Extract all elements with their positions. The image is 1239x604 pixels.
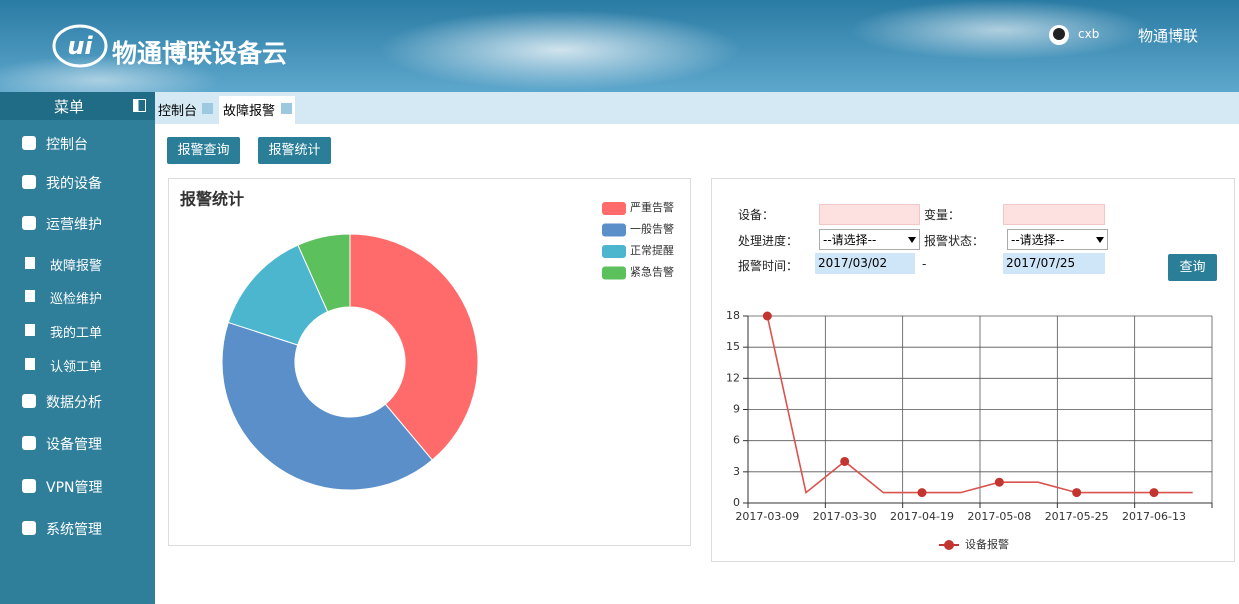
menu-item[interactable]: 我的设备 [46,173,102,193]
menu-icon [25,290,35,302]
sidebar: 菜单 控制台我的设备运营维护故障报警巡检维护我的工单认领工单数据分析设备管理 VP… [0,92,155,604]
legend-label[interactable]: 紧急告警 [630,265,674,279]
form-label: 报警时间： [738,257,798,274]
y-tick-label: 18 [726,309,740,322]
y-tick-label: 9 [733,403,740,416]
svg-text:ui: ui [67,32,93,60]
data-point [1150,488,1159,497]
data-point [918,488,927,497]
data-point [763,312,772,321]
y-tick-label: 3 [733,465,740,478]
site-title: 物通博联设备云 [112,34,287,70]
submenu-item[interactable]: 巡检维护 [50,288,102,307]
menu-item[interactable]: 运营维护 [46,214,102,234]
tab-bar: 控制台 故障报警 [155,92,1239,124]
legend-swatch[interactable] [602,224,626,237]
form-label: 处理进度： [738,232,798,249]
tab-close[interactable] [202,103,213,114]
menu-title: 菜单 [54,96,84,117]
button[interactable]: 报警统计 [258,137,331,164]
menu-icon [22,216,36,230]
menu-toggle[interactable] [133,99,146,112]
legend-label[interactable]: 严重告警 [630,200,674,214]
menu-icon [22,521,36,535]
legend-swatch[interactable] [602,267,626,280]
x-tick-label: 2017-05-25 [1045,510,1109,523]
select[interactable]: --请选择-- [1007,229,1108,250]
x-tick-label: 2017-06-13 [1122,510,1186,523]
submenu-item[interactable]: 故障报警 [50,255,102,274]
menu-icon [25,324,35,336]
y-tick-label: 15 [726,340,740,353]
form-label: 变量： [924,206,960,223]
text-input[interactable] [1003,204,1105,225]
menu-item[interactable]: 设备管理 [46,434,102,454]
menu-icon [25,358,35,370]
header: ui 物通博联设备云 cxb 物通博联 [0,0,1239,92]
form-label: 报警状态： [924,232,984,249]
tab-close[interactable] [281,103,292,114]
form-label: 设备： [738,206,774,223]
text-input[interactable] [819,204,920,225]
legend-swatch[interactable] [602,202,626,215]
line-chart: 0 3 6 9 12 15 18 2017-03-09 2017-03-30 2017-04-19… [711,290,1233,560]
menu-icon [22,175,36,189]
date-input[interactable]: 2017/03/02 [815,253,915,274]
legend-swatch[interactable] [602,245,626,258]
submenu-item[interactable]: 我的工单 [50,322,102,341]
data-point [1072,488,1081,497]
legend-label[interactable]: 正常提醒 [630,244,674,257]
submenu-item[interactable]: 认领工单 [50,356,102,375]
menu-icon [22,436,36,450]
select[interactable]: --请选择-- [819,229,920,250]
legend-label[interactable]: 一般告警 [630,222,674,236]
x-tick-label: 2017-04-19 [890,510,954,523]
menu-item[interactable]: 控制台 [46,134,88,154]
data-point [995,478,1004,487]
menu-item[interactable]: VPN管理 [46,477,103,497]
avatar[interactable] [1048,24,1070,46]
legend-label[interactable]: 设备报警 [965,537,1009,551]
select-arrow [1096,236,1104,244]
x-tick-label: 2017-03-30 [813,510,877,523]
y-tick-label: 6 [733,434,740,447]
tab[interactable]: 故障报警 [223,100,275,119]
tab[interactable]: 控制台 [158,100,197,119]
date-input[interactable]: 2017/07/25 [1003,253,1105,274]
separator: - [922,257,926,271]
y-tick-label: 12 [726,371,740,384]
menu-icon [22,394,36,408]
user-name[interactable]: cxb [1078,27,1099,41]
data-point [840,457,849,466]
logo: ui [50,22,110,70]
menu-icon [22,136,36,150]
y-tick-label: 0 [733,496,740,509]
menu-icon [22,479,36,493]
menu-item[interactable]: 系统管理 [46,519,102,539]
x-tick-label: 2017-03-09 [735,510,799,523]
chart-title: 报警统计 [180,190,244,209]
menu-item[interactable]: 数据分析 [46,392,102,412]
menu-icon [25,257,35,269]
brand: 物通博联 [1138,25,1198,46]
legend-marker[interactable] [944,540,954,550]
select-arrow [908,236,916,244]
submit-button[interactable]: 查询 [1168,254,1217,281]
x-tick-label: 2017-05-08 [967,510,1031,523]
button[interactable]: 报警查询 [167,137,240,164]
page: ui 物通博联设备云 cxb 物通博联 菜单 控制台我的设备运营维护故障报警巡检… [0,0,1239,604]
